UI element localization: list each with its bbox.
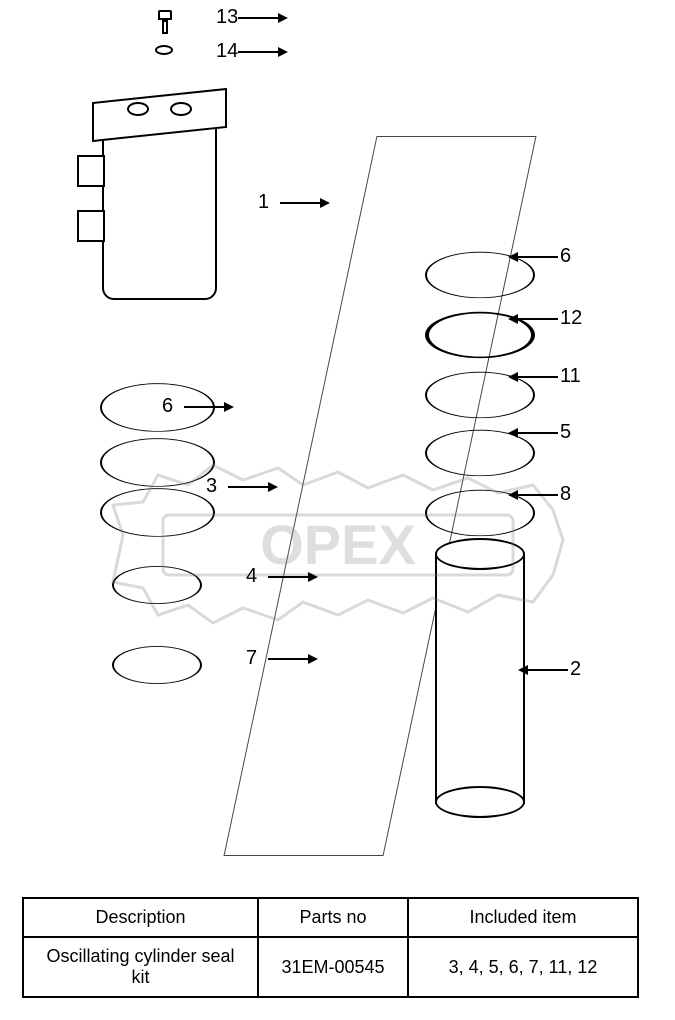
seal-ring xyxy=(100,383,215,432)
callout-label: 13 xyxy=(216,6,238,29)
plug-part xyxy=(155,10,175,38)
callout-label: 8 xyxy=(560,483,571,506)
arrow-icon xyxy=(308,572,318,582)
parts-table: Description Parts no Included item Oscil… xyxy=(22,897,639,998)
col-partsno: Parts no xyxy=(258,898,408,937)
leader-line xyxy=(228,486,268,488)
leader-line xyxy=(528,669,568,671)
seal-ring xyxy=(100,488,215,537)
leader-line xyxy=(518,318,558,320)
leader-line xyxy=(518,494,558,496)
callout-label: 3 xyxy=(206,475,217,498)
arrow-icon xyxy=(508,314,518,324)
leader-line xyxy=(268,658,308,660)
piston-rod xyxy=(435,538,525,818)
arrow-icon xyxy=(268,482,278,492)
seal-ring xyxy=(425,372,535,418)
oring-small xyxy=(155,45,173,55)
callout-label: 4 xyxy=(246,565,257,588)
leader-line xyxy=(268,576,308,578)
leader-line xyxy=(280,202,320,204)
leader-line xyxy=(184,406,224,408)
arrow-icon xyxy=(518,665,528,675)
arrow-icon xyxy=(278,13,288,23)
arrow-icon xyxy=(308,654,318,664)
leader-line xyxy=(238,17,278,19)
seal-ring xyxy=(425,430,535,476)
col-description: Description xyxy=(23,898,258,937)
arrow-icon xyxy=(278,47,288,57)
callout-label: 5 xyxy=(560,421,571,444)
cylinder-body xyxy=(92,80,222,305)
table-row: Oscillating cylinder seal kit31EM-005453… xyxy=(23,937,638,997)
arrow-icon xyxy=(224,402,234,412)
col-included: Included item xyxy=(408,898,638,937)
leader-line xyxy=(238,51,278,53)
arrow-icon xyxy=(508,372,518,382)
exploded-diagram: OPEX 13141612116538427 xyxy=(0,0,675,920)
callout-label: 11 xyxy=(560,365,581,388)
arrow-icon xyxy=(320,198,330,208)
callout-label: 7 xyxy=(246,647,257,670)
arrow-icon xyxy=(508,252,518,262)
leader-line xyxy=(518,256,558,258)
callout-label: 2 xyxy=(570,658,581,681)
callout-label: 6 xyxy=(162,395,173,418)
seal-ring xyxy=(112,646,202,684)
seal-ring xyxy=(425,490,535,536)
callout-label: 14 xyxy=(216,40,238,63)
callout-label: 1 xyxy=(258,191,269,214)
leader-line xyxy=(518,432,558,434)
leader-line xyxy=(518,376,558,378)
seal-ring xyxy=(425,252,535,298)
table-header-row: Description Parts no Included item xyxy=(23,898,638,937)
callout-label: 6 xyxy=(560,245,571,268)
table-cell: Oscillating cylinder seal kit xyxy=(23,937,258,997)
callout-label: 12 xyxy=(560,307,582,330)
arrow-icon xyxy=(508,490,518,500)
table-cell: 3, 4, 5, 6, 7, 11, 12 xyxy=(408,937,638,997)
seal-ring xyxy=(100,438,215,487)
seal-ring xyxy=(112,566,202,604)
table-cell: 31EM-00545 xyxy=(258,937,408,997)
arrow-icon xyxy=(508,428,518,438)
